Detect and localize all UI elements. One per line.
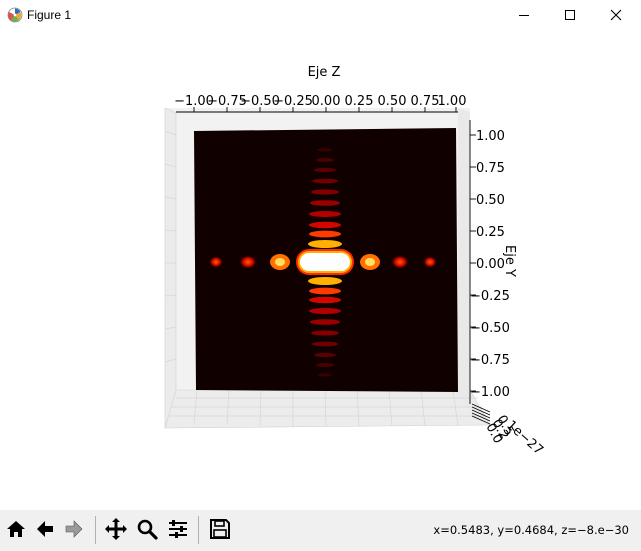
x-tick-label: 0.25 [345,94,374,109]
left-arrow-icon [37,521,53,537]
heatmap-surface [194,128,458,392]
minimize-icon [519,15,529,16]
y-tick-label: 0.75 [476,161,505,176]
y-tick-label: −0.50 [470,321,510,336]
right-arrow-icon [65,520,83,538]
y-tick-label: 1.00 [476,129,505,144]
pane-grid [164,130,486,427]
y-axis-label: Eje Y [502,245,517,277]
z-axis-cluster: 0.0 0.2 0.5 1e−27 [471,403,546,458]
save-button[interactable] [207,515,233,543]
x-tick-label: 0.75 [411,94,440,109]
x-tick-label: −0.75 [207,94,247,109]
plot-svg[interactable]: −1.00 −0.75 −0.50 −0.25 0.00 0.25 0.50 0… [0,30,641,510]
back-button[interactable] [32,515,58,543]
pan-button[interactable] [103,515,129,543]
vertical-fringes [308,148,342,377]
x-tick-label: −0.25 [273,94,313,109]
zoom-button[interactable] [134,515,160,543]
configure-subplots-button[interactable] [165,515,191,543]
forward-button[interactable] [61,515,87,543]
home-icon [7,521,25,537]
x-tick-label: 0.50 [378,94,407,109]
minimize-button[interactable] [501,0,547,30]
navigation-toolbar: x=0.5483, y=0.4684, z=−8.e−30 [0,510,641,551]
y-tick-label: 0.50 [476,193,505,208]
toolbar-separator [198,516,199,544]
matplotlib-logo-icon [7,7,23,23]
x-tick-label: 0.00 [312,94,341,109]
figure-canvas[interactable]: −1.00 −0.75 −0.50 −0.25 0.00 0.25 0.50 0… [0,30,641,510]
y-tick-label: −1.00 [470,385,510,400]
cursor-coordinates: x=0.5483, y=0.4684, z=−8.e−30 [433,523,629,537]
x-tick-label: 1.00 [438,94,467,109]
magnifier-icon [137,519,158,540]
sliders-icon [169,520,187,538]
maximize-button[interactable] [547,0,593,30]
y-tick-label: −0.75 [470,353,510,368]
y-tick-label: 0.25 [476,225,505,240]
right-axis: 1.00 0.75 0.50 0.25 0.00 −0.25 −0.50 −0.… [469,120,517,404]
home-button[interactable] [3,515,29,543]
offset-label: 1e−27 [503,418,546,458]
move-icon [105,518,127,540]
close-icon [610,9,622,21]
plot-title: Eje Z [308,65,341,80]
toolbar-separator [95,516,96,544]
top-axis: −1.00 −0.75 −0.50 −0.25 0.00 0.25 0.50 0… [174,65,467,113]
floppy-disk-icon [210,519,230,539]
window-title: Figure 1 [27,8,72,22]
close-button[interactable] [593,0,639,30]
x-tick-label: −0.50 [240,94,280,109]
horizontal-fringes [209,254,437,270]
x-tick-label: −1.00 [174,94,214,109]
maximize-icon [565,10,575,20]
window-titlebar: Figure 1 [0,0,641,30]
y-tick-label: −0.25 [470,289,510,304]
central-lobe [300,253,350,271]
y-tick-label: 0.00 [476,257,505,272]
